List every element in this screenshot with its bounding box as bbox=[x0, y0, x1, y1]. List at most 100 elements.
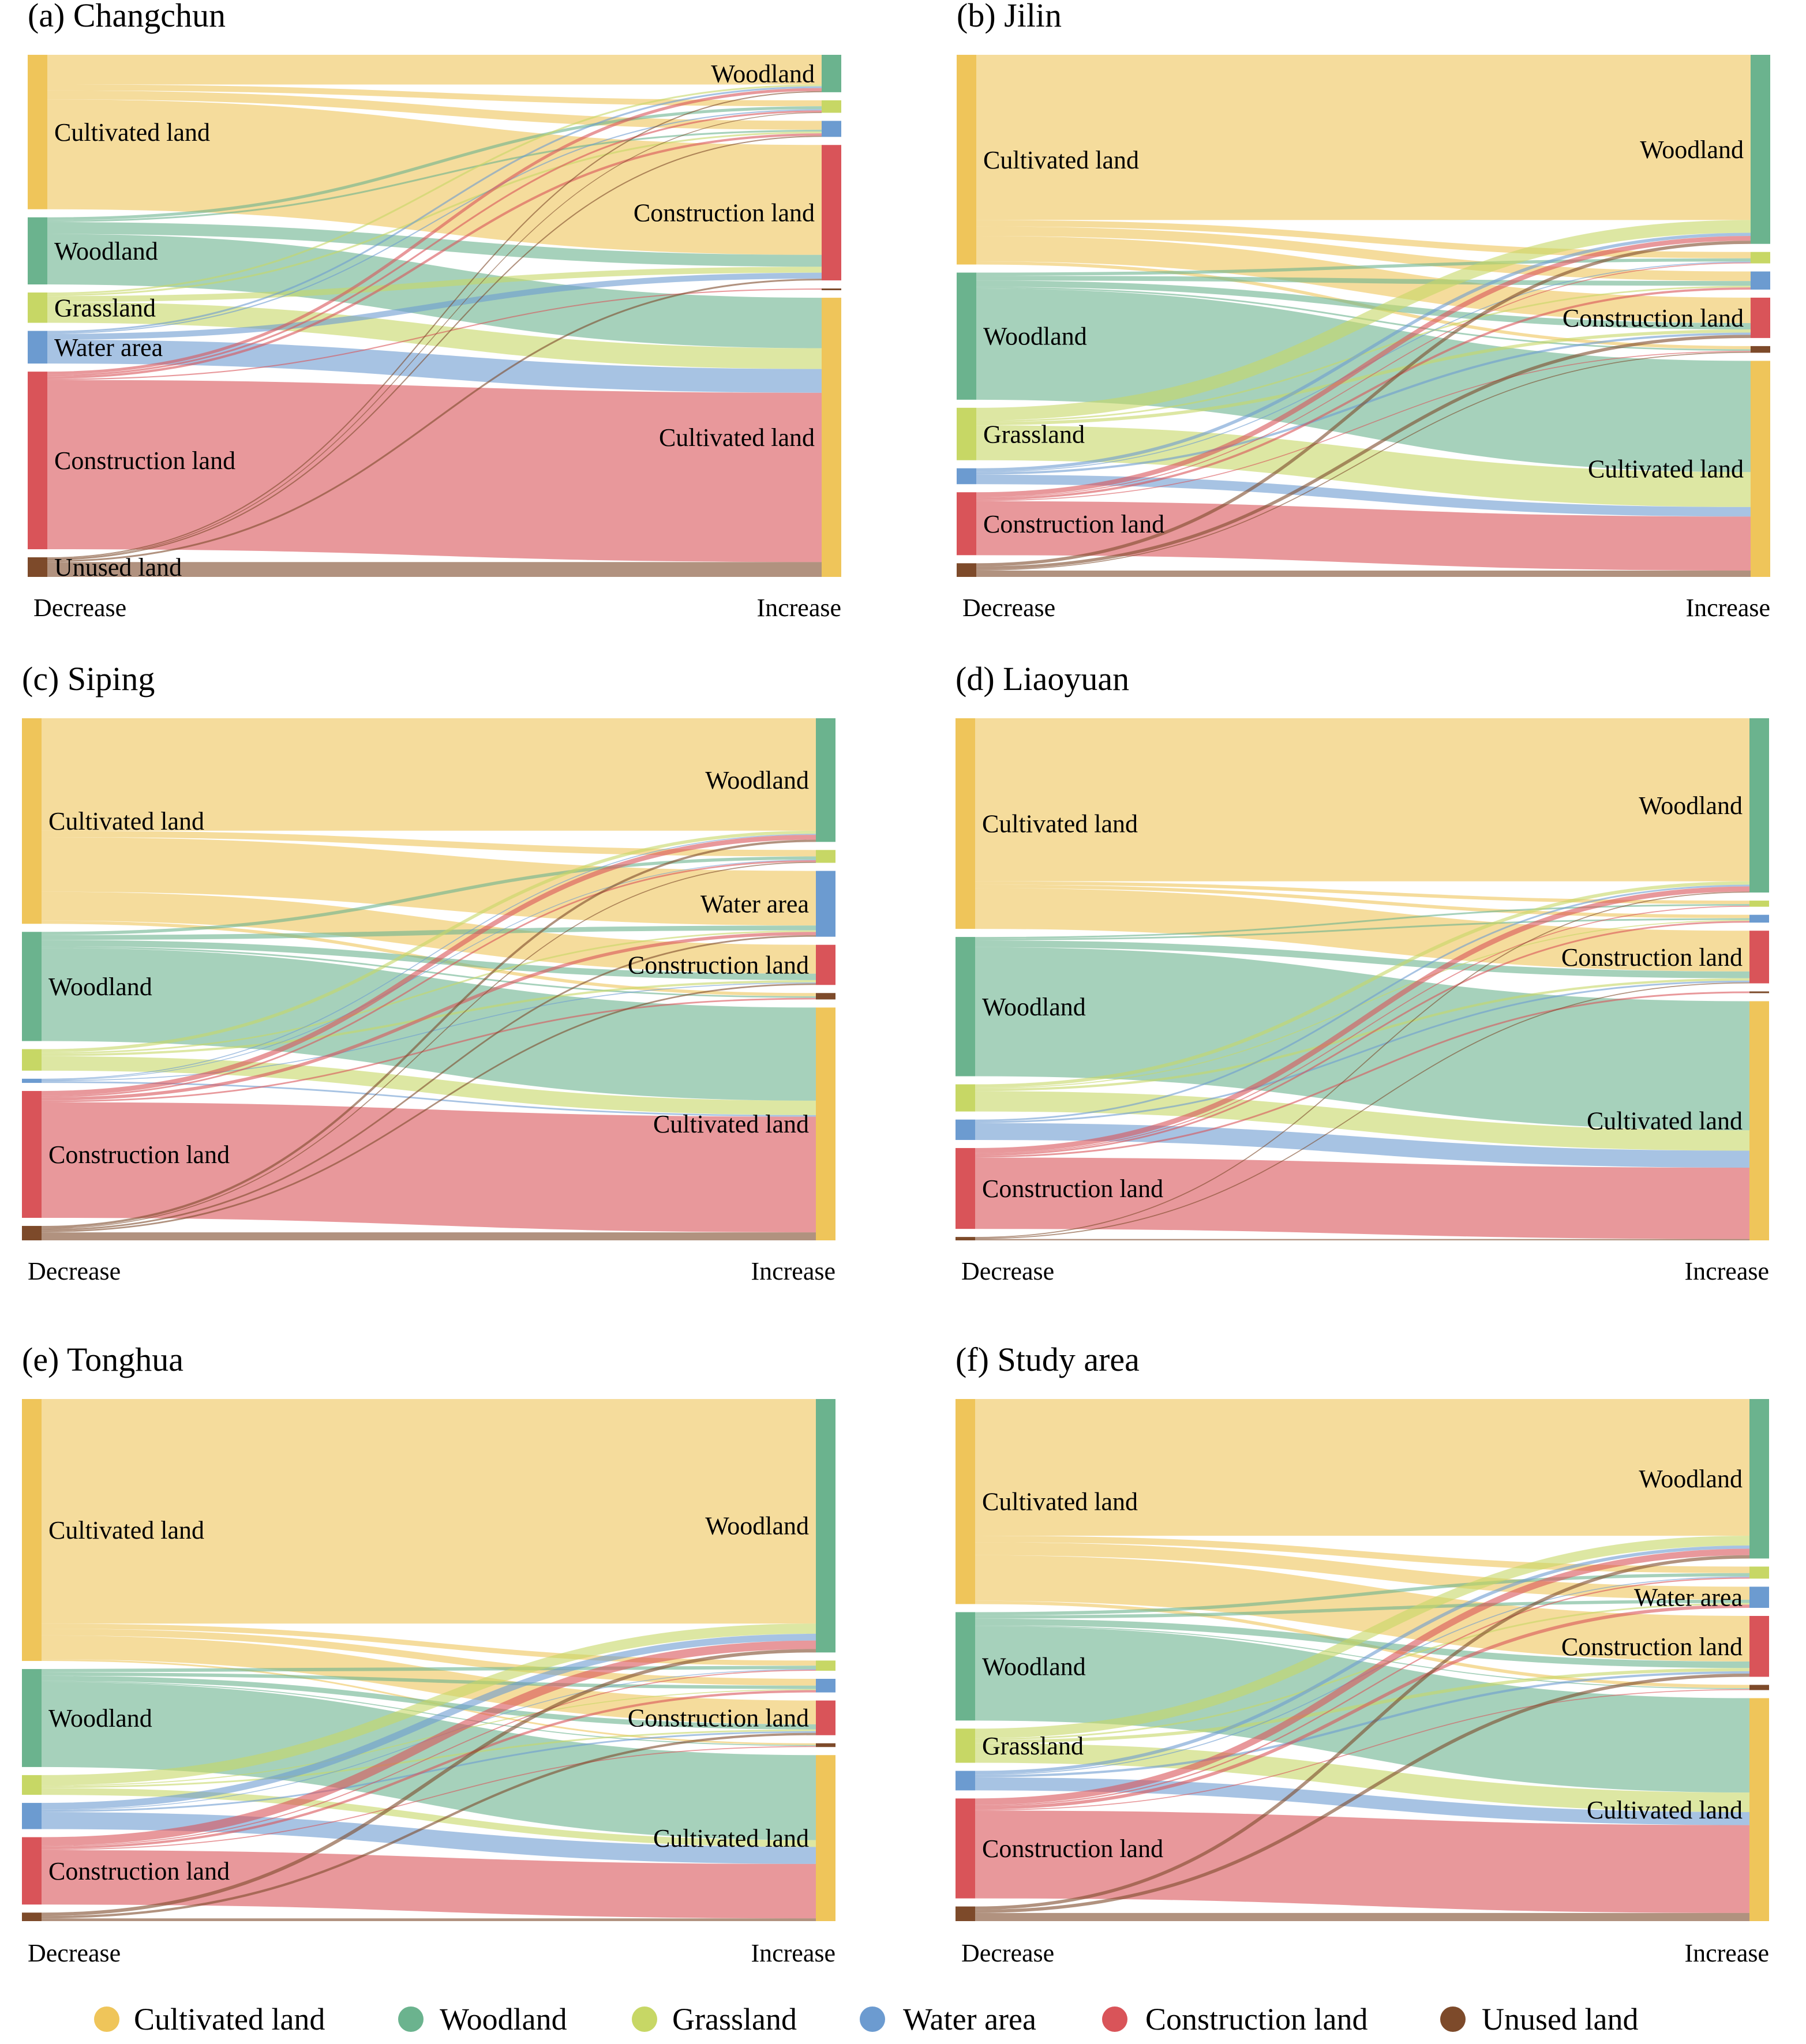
link-unused-land-to-unused-land bbox=[976, 351, 1751, 571]
links bbox=[41, 718, 816, 1240]
right-node-water-area bbox=[816, 871, 835, 937]
left-node-unused-land bbox=[28, 557, 47, 577]
increase-label: Increase bbox=[1684, 1257, 1769, 1285]
left-node-cultivated-land bbox=[956, 1399, 975, 1604]
left-node-cultivated-land bbox=[956, 718, 975, 929]
left-node-label-construction-land: Construction land bbox=[54, 447, 235, 475]
links bbox=[975, 1399, 1750, 1922]
left-node-unused-land bbox=[22, 1912, 42, 1921]
link-woodland-to-construction-land bbox=[975, 1618, 1750, 1668]
link-woodland-to-construction-land bbox=[976, 280, 1751, 330]
right-node-label-construction-land: Construction land bbox=[628, 951, 809, 979]
left-node-label-water-area: Water area bbox=[54, 333, 163, 362]
legend-item-water-area: Water area bbox=[860, 2002, 1036, 2037]
left-node-grassland bbox=[956, 1728, 975, 1763]
left-node-water-area bbox=[28, 331, 47, 364]
left-node-label-construction-land: Construction land bbox=[982, 1175, 1163, 1203]
legend-label-water-area: Water area bbox=[903, 2002, 1036, 2037]
left-node-unused-land bbox=[957, 563, 976, 577]
link-grassland-to-woodland bbox=[975, 881, 1750, 1088]
right-node-label-woodland: Woodland bbox=[705, 1512, 809, 1540]
left-node-grassland bbox=[22, 1049, 42, 1071]
link-woodland-to-water-area bbox=[47, 129, 822, 222]
link-construction-land-to-grassland bbox=[975, 905, 1750, 1154]
link-unused-land-to-water-area bbox=[47, 136, 822, 561]
link-unused-land-to-grassland bbox=[47, 112, 822, 560]
link-unused-land-to-construction-land bbox=[41, 983, 816, 1233]
right-node-label-construction-land: Construction land bbox=[1563, 304, 1744, 332]
link-construction-land-to-grassland bbox=[41, 1670, 816, 1847]
right-node-label-water-area: Water area bbox=[700, 890, 809, 918]
link-construction-land-to-woodland bbox=[47, 88, 822, 375]
link-water-area-to-cultivated-land bbox=[41, 1081, 816, 1117]
right-node-label-cultivated-land: Cultivated land bbox=[659, 423, 815, 452]
left-node-woodland bbox=[956, 1612, 975, 1721]
left-node-label-woodland: Woodland bbox=[48, 973, 152, 1001]
left-node-label-construction-land: Construction land bbox=[48, 1857, 230, 1885]
left-node-woodland bbox=[28, 217, 47, 285]
decrease-label: Decrease bbox=[28, 1257, 121, 1285]
legend-label-woodland: Woodland bbox=[440, 2002, 567, 2037]
left-node-construction-land bbox=[957, 492, 976, 556]
left-node-construction-land bbox=[22, 1837, 42, 1905]
legend-swatch-woodland bbox=[398, 2007, 424, 2032]
link-construction-land-to-woodland bbox=[41, 1640, 816, 1846]
right-node-label-construction-land: Construction land bbox=[628, 1704, 809, 1732]
link-grassland-to-water-area bbox=[975, 1603, 1750, 1741]
panel-d-liaoyuan: (d) Liaoyuan Cultivated land Woodland Const… bbox=[956, 660, 1769, 1285]
left-node-water-area bbox=[956, 1119, 975, 1140]
links bbox=[975, 718, 1750, 1240]
link-unused-land-to-construction-land bbox=[47, 278, 822, 562]
link-construction-land-to-unused-land bbox=[41, 1746, 816, 1850]
right-node-woodland bbox=[1751, 55, 1770, 244]
link-grassland-to-woodland bbox=[975, 1535, 1750, 1739]
link-water-area-to-woodland bbox=[976, 232, 1751, 472]
panel-title: (a) Changchun bbox=[28, 0, 226, 34]
link-grassland-to-construction-land bbox=[976, 329, 1751, 426]
link-construction-land-to-unused-land bbox=[47, 288, 822, 380]
left-node-cultivated-land bbox=[28, 55, 47, 209]
link-woodland-to-cultivated-land bbox=[41, 948, 816, 1101]
link-construction-land-to-unused-land bbox=[975, 1689, 1750, 1811]
nodes bbox=[956, 1399, 1769, 1921]
link-water-area-to-construction-land bbox=[41, 1731, 816, 1813]
panel-title: (c) Siping bbox=[22, 660, 155, 697]
left-node-label-cultivated-land: Cultivated land bbox=[982, 1488, 1138, 1516]
link-woodland-to-grassland bbox=[41, 1666, 816, 1672]
right-node-grassland bbox=[822, 100, 841, 113]
right-node-construction-land bbox=[1749, 1616, 1769, 1677]
left-node-label-cultivated-land: Cultivated land bbox=[48, 1516, 204, 1544]
left-node-label-woodland: Woodland bbox=[54, 237, 158, 265]
left-node-construction-land bbox=[28, 372, 47, 550]
legend-label-grassland: Grassland bbox=[672, 2002, 797, 2037]
link-water-area-to-cultivated-land bbox=[47, 339, 822, 393]
right-node-label-woodland: Woodland bbox=[711, 59, 815, 88]
link-construction-land-to-grassland bbox=[976, 262, 1751, 498]
panel-title: (e) Tonghua bbox=[22, 1341, 183, 1378]
links bbox=[976, 54, 1751, 577]
right-node-unused-land bbox=[822, 288, 841, 291]
link-construction-land-to-woodland bbox=[41, 835, 816, 1096]
link-construction-land-to-water-area bbox=[41, 932, 816, 1101]
link-grassland-to-woodland bbox=[47, 84, 822, 295]
link-construction-land-to-woodland bbox=[975, 1548, 1750, 1805]
link-unused-land-to-grassland bbox=[41, 861, 816, 1229]
right-node-construction-land bbox=[1751, 297, 1770, 338]
link-unused-land-to-water-area bbox=[41, 935, 816, 1231]
left-node-grassland bbox=[957, 407, 976, 460]
nodes bbox=[957, 55, 1770, 577]
right-node-unused-land bbox=[816, 993, 835, 1000]
link-unused-land-to-construction-land bbox=[41, 1732, 816, 1919]
link-cultivated-land-to-water-area bbox=[975, 884, 1750, 918]
panel-title: (f) Study area bbox=[956, 1341, 1140, 1378]
link-water-area-to-construction-land bbox=[47, 272, 822, 340]
link-unused-land-to-woodland bbox=[41, 1649, 816, 1917]
legend-swatch-unused-land bbox=[1440, 2007, 1466, 2032]
link-water-area-to-woodland bbox=[975, 1545, 1750, 1775]
link-construction-land-to-cultivated-land bbox=[975, 1157, 1750, 1239]
left-node-unused-land bbox=[22, 1225, 42, 1240]
link-water-area-to-grassland bbox=[47, 109, 822, 334]
link-grassland-to-cultivated-land bbox=[41, 1056, 816, 1115]
left-node-water-area bbox=[957, 468, 976, 485]
link-grassland-to-water-area bbox=[41, 930, 816, 1054]
